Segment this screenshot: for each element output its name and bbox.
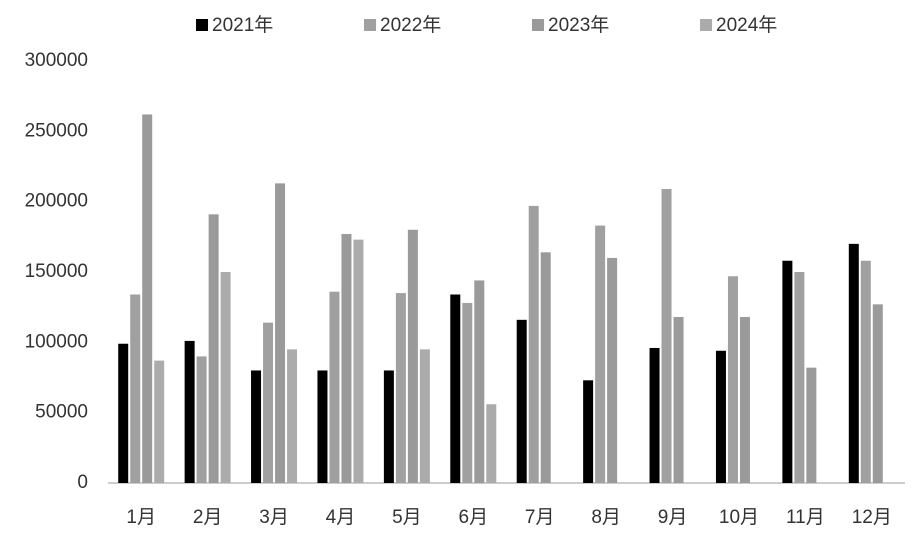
legend-label: 2024年 [716, 14, 777, 36]
bar [353, 239, 364, 483]
y-tick-label: 0 [77, 472, 88, 493]
legend-label: 2021年 [212, 14, 273, 36]
y-tick-label: 50000 [35, 402, 88, 423]
legend-swatch [196, 19, 208, 31]
bar [154, 360, 165, 483]
bar [317, 370, 328, 483]
legend-swatch [532, 19, 544, 31]
bar [130, 294, 141, 483]
bar [407, 229, 418, 483]
x-tick-label: 5月 [392, 507, 422, 528]
bar [516, 319, 527, 483]
bar [583, 380, 594, 483]
bar [196, 356, 207, 483]
legend-swatch [700, 19, 712, 31]
bar [715, 350, 726, 483]
y-tick-label: 300000 [25, 50, 88, 71]
bar [607, 257, 618, 483]
bar [661, 189, 672, 484]
bar [860, 260, 871, 483]
bar [208, 214, 219, 483]
bar [395, 293, 406, 483]
bar [794, 272, 805, 483]
bar [848, 243, 859, 483]
x-tick-label: 9月 [658, 507, 688, 528]
bar [251, 370, 262, 483]
y-tick-label: 100000 [25, 331, 88, 352]
bar [528, 205, 539, 484]
x-tick-label: 4月 [326, 507, 356, 528]
bar [806, 367, 817, 483]
x-tick-label: 12月 [852, 507, 892, 528]
legend-label: 2022年 [380, 14, 441, 36]
bar [329, 291, 340, 483]
x-tick-label: 2月 [193, 507, 223, 528]
bar [673, 317, 684, 483]
x-tick-label: 8月 [591, 507, 621, 528]
bar [263, 322, 274, 483]
bar [275, 183, 286, 483]
x-tick-label: 11月 [786, 507, 825, 528]
bar [341, 234, 352, 483]
bar [462, 302, 473, 483]
x-tick-label: 6月 [459, 507, 489, 528]
bar [287, 349, 298, 483]
bar [486, 404, 497, 483]
bar [118, 343, 129, 483]
y-tick-label: 150000 [25, 261, 88, 282]
bar [450, 294, 461, 483]
bar [872, 304, 883, 483]
x-tick-label: 7月 [525, 507, 555, 528]
bar [474, 280, 485, 483]
bar [419, 349, 430, 483]
bar [220, 272, 231, 483]
x-tick-label: 1月 [126, 507, 156, 528]
bar [727, 276, 738, 483]
x-tick-label: 10月 [719, 507, 759, 528]
y-tick-label: 200000 [25, 191, 88, 212]
bar [142, 114, 153, 483]
bar [184, 340, 195, 483]
bar [540, 252, 551, 483]
bar [649, 347, 660, 483]
legend-label: 2023年 [548, 14, 609, 36]
y-tick-label: 250000 [25, 120, 88, 141]
legend-swatch [364, 19, 376, 31]
bar [739, 317, 750, 483]
x-tick-label: 3月 [259, 507, 289, 528]
bar [383, 370, 394, 483]
bar [595, 225, 606, 483]
bar [782, 260, 793, 483]
